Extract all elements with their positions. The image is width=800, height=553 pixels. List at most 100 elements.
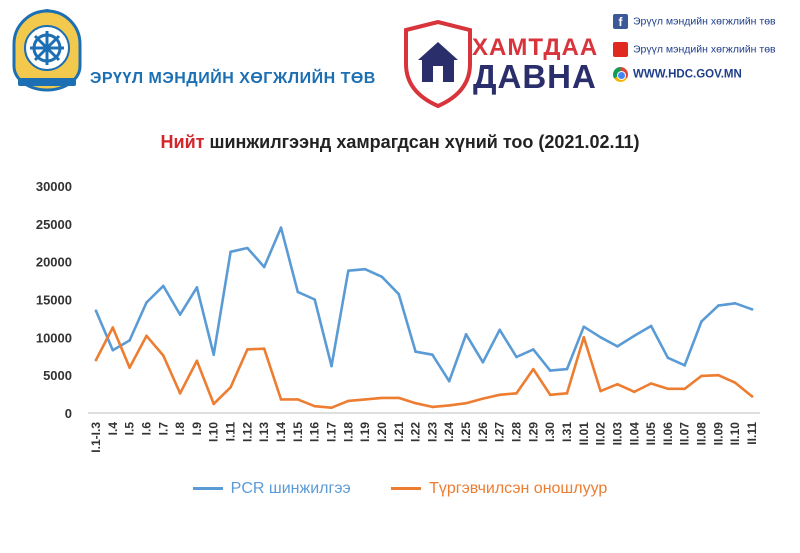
data-point-pcr [750,308,754,311]
x-tick-label: I.22 [409,422,423,442]
y-tick-label: 10000 [36,330,72,345]
data-point-rapid [229,385,232,389]
data-point-pcr [111,348,115,352]
x-tick-label: I.1-I.3 [89,422,103,453]
data-point-rapid [296,398,300,401]
data-point-rapid [717,373,720,377]
data-point-rapid [683,387,687,391]
data-point-pcr [128,339,131,342]
org-name: ЭРҮҮЛ МЭНДИЙН ХӨГЖЛИЙН ТӨВ [90,70,376,87]
data-point-rapid [431,405,434,409]
data-point-pcr [683,364,687,367]
data-point-pcr [481,361,485,364]
data-point-pcr [296,290,300,294]
data-point-pcr [717,304,720,307]
data-point-pcr [330,364,333,368]
x-tick-label: I.12 [240,422,254,442]
data-point-pcr [733,301,737,305]
data-point-rapid [565,392,569,395]
data-point-pcr [532,348,535,351]
data-point-rapid [700,374,703,378]
x-tick-label: I.30 [543,422,557,442]
data-point-pcr [279,226,283,229]
data-point-rapid [481,397,485,400]
data-point-rapid [94,358,98,362]
data-point-pcr [195,286,199,289]
x-tick-label: I.17 [324,422,338,442]
facebook-link[interactable]: f Эрүүл мэндийн хөгжлийн төв [613,14,776,29]
x-tick-label: II.07 [678,422,692,446]
data-point-pcr [447,379,451,383]
data-point-rapid [649,382,653,385]
data-point-rapid [464,401,468,405]
data-point-rapid [414,401,417,405]
data-point-pcr [548,369,552,372]
x-tick-label: I.10 [207,422,221,442]
x-tick-label: II.09 [711,422,725,446]
youtube-link[interactable]: Эрүүл мэндийн хөгжлийн төв [613,42,776,57]
facebook-icon: f [613,14,628,29]
data-point-rapid [380,396,384,400]
data-point-pcr [397,292,401,296]
x-tick-label: I.4 [106,422,120,436]
x-tick-label: I.11 [224,422,238,442]
data-point-rapid [447,404,451,407]
y-tick-label: 5000 [43,368,72,383]
data-point-rapid [161,354,165,357]
data-point-pcr [599,336,602,339]
data-point-pcr [464,333,468,336]
data-point-pcr [649,324,653,328]
data-point-pcr [313,298,316,301]
legend-label-pcr: PCR шинжилгээ [230,480,351,497]
x-tick-label: II.11 [745,422,759,445]
data-point-rapid [195,359,199,363]
data-point-rapid [582,336,586,339]
data-point-pcr [498,328,501,332]
campaign-shield-logo [404,20,472,108]
chart-legend: PCR шинжилгээ Түргэвчилсэн оношлуур [0,480,800,498]
x-tick-label: II.08 [695,422,709,446]
x-tick-label: II.06 [661,422,675,446]
data-point-rapid [111,326,115,329]
data-point-pcr [246,246,249,250]
data-point-pcr [347,269,350,273]
x-tick-label: I.31 [560,422,574,442]
data-point-pcr [94,309,98,313]
youtube-icon [613,42,628,57]
x-tick-label: I.18 [341,422,355,442]
legend-swatch-pcr [192,487,223,491]
website-link[interactable]: WWW.HDC.GOV.MN [613,67,742,82]
data-point-rapid [347,399,350,403]
data-point-pcr [262,265,266,269]
y-tick-label: 30000 [36,179,72,194]
x-tick-label: I.25 [459,422,473,442]
data-point-pcr [229,250,232,254]
data-point-pcr [380,275,384,279]
x-tick-label: I.5 [123,422,137,436]
x-tick-label: I.29 [526,422,540,442]
data-point-rapid [616,382,619,386]
badge-line2: ДАВНА [473,58,597,95]
data-point-rapid [666,387,670,391]
data-point-pcr [145,301,148,304]
website-label: WWW.HDC.GOV.MN [633,68,742,81]
data-point-rapid [750,395,754,398]
youtube-label: Эрүүл мэндийн хөгжлийн төв [633,43,776,56]
data-point-rapid [599,389,602,393]
data-point-pcr [212,353,216,357]
y-tick-label: 25000 [36,217,72,232]
series-line-rapid [94,326,754,410]
data-point-pcr [515,355,518,359]
data-point-pcr [565,367,569,371]
chart-title: Нийт шинжилгээнд хамрагдсан хүний тоо (2… [0,132,800,153]
x-tick-label: I.20 [375,422,389,442]
data-point-rapid [632,390,636,394]
x-tick-label: I.27 [493,422,507,442]
data-point-pcr [582,325,586,329]
facebook-label: Эрүүл мэндийн хөгжлийн төв [633,15,776,28]
data-point-pcr [161,284,165,288]
data-point-rapid [246,348,249,351]
x-tick-label: II.04 [627,422,641,446]
x-tick-label: I.7 [156,422,170,436]
